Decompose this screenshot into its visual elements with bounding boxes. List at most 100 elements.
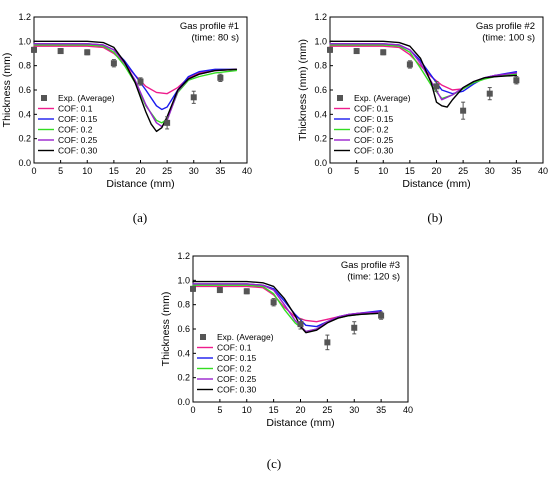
y-tick-label: 1.2 (177, 251, 190, 261)
x-tick-label: 10 (242, 405, 252, 415)
x-tick-label: 0 (327, 166, 332, 176)
y-tick-label: 1.0 (18, 36, 31, 46)
legend-marker-exp (41, 95, 47, 101)
exp-point (327, 46, 333, 53)
exp-point (190, 285, 196, 292)
y-tick-label: 0.6 (18, 85, 31, 95)
y-axis-label: Thickness (mm) (160, 292, 172, 367)
series-line-cof-4 (33, 40, 238, 133)
y-tick-label: 0.6 (177, 324, 190, 334)
legend-label-cof-0: COF: 0.1 (217, 343, 252, 353)
x-tick-label: 40 (403, 405, 413, 415)
legend-label-exp: Exp. (Average) (354, 93, 411, 103)
legend-label-exp: Exp. (Average) (58, 93, 115, 103)
x-tick-label: 40 (242, 166, 252, 176)
y-tick-label: 0.0 (177, 397, 190, 407)
exp-point (513, 77, 520, 84)
y-tick-label: 1.0 (177, 275, 190, 285)
legend-marker-exp (337, 95, 343, 101)
exp-point (433, 83, 440, 90)
y-tick-label: 0.6 (314, 85, 327, 95)
x-tick-label: 40 (538, 166, 548, 176)
x-tick-label: 15 (405, 166, 415, 176)
legend-label-cof-3: COF: 0.25 (58, 135, 97, 145)
exp-point (380, 49, 387, 56)
x-tick-label: 35 (376, 405, 386, 415)
x-tick-label: 25 (458, 166, 468, 176)
exp-point (137, 78, 144, 85)
x-tick-label: 0 (190, 405, 195, 415)
y-tick-label: 0.0 (18, 158, 31, 168)
exp-point (216, 287, 223, 294)
exp-point (378, 312, 385, 319)
exp-point (351, 324, 358, 331)
panel-b: 0 5 10 15 20 25 30 35 40 0.0 0.2 0.4 0.6 0.8 1.0 1.2 Dis… (297, 12, 548, 225)
x-tick-label: 20 (295, 405, 305, 415)
x-tick-label: 35 (215, 166, 225, 176)
legend-label-cof-3: COF: 0.25 (354, 135, 393, 145)
x-tick-label: 15 (109, 166, 119, 176)
x-tick-label: 35 (511, 166, 521, 176)
legend-label-cof-3: COF: 0.25 (217, 374, 256, 384)
x-tick-label: 5 (217, 405, 222, 415)
annotation-line: (time: 100 s) (482, 33, 535, 44)
y-tick-label: 1.0 (314, 36, 327, 46)
annotation-line: (time: 120 s) (347, 272, 400, 283)
exp-point (190, 94, 197, 101)
annotation-line: Gas profile #2 (476, 21, 535, 32)
legend-label-cof-4: COF: 0.30 (217, 385, 256, 395)
exp-point (243, 288, 250, 295)
y-tick-label: 0.2 (314, 134, 327, 144)
x-tick-label: 30 (189, 166, 199, 176)
exp-point (164, 119, 171, 126)
y-tick-label: 1.2 (314, 12, 327, 22)
legend-label-cof-1: COF: 0.15 (58, 114, 97, 124)
exp-point (270, 299, 277, 306)
x-tick-label: 20 (431, 166, 441, 176)
x-tick-label: 30 (485, 166, 495, 176)
panel-caption: (c) (267, 456, 281, 471)
legend-label-cof-2: COF: 0.2 (217, 364, 252, 374)
series-line-cof-4 (329, 40, 518, 108)
legend-label-cof-2: COF: 0.2 (58, 125, 93, 135)
exp-point (217, 74, 224, 81)
x-tick-label: 0 (31, 166, 36, 176)
annotation-line: (time: 80 s) (191, 33, 239, 44)
legend-label-cof-1: COF: 0.15 (354, 114, 393, 124)
x-axis-label: Distance (mm) (402, 178, 470, 190)
exp-point (353, 48, 360, 55)
y-tick-label: 0.8 (314, 61, 327, 71)
x-tick-label: 5 (354, 166, 359, 176)
y-tick-label: 0.2 (18, 134, 31, 144)
legend-label-cof-4: COF: 0.30 (58, 146, 97, 156)
legend-label-cof-4: COF: 0.30 (354, 146, 393, 156)
y-tick-label: 0.8 (18, 61, 31, 71)
x-tick-label: 20 (135, 166, 145, 176)
legend-label-cof-1: COF: 0.15 (217, 353, 256, 363)
exp-point (31, 46, 37, 53)
exp-point (460, 107, 467, 114)
exp-point (324, 339, 331, 346)
series-line-cof-0 (33, 45, 238, 95)
y-tick-label: 0.4 (177, 348, 190, 358)
y-tick-label: 0.4 (314, 109, 327, 119)
legend-label-exp: Exp. (Average) (217, 332, 274, 342)
exp-point (84, 49, 91, 56)
x-tick-label: 10 (378, 166, 388, 176)
exp-point (110, 60, 117, 67)
y-axis-label: Thickness (mm) (mm) (297, 39, 309, 141)
legend-label-cof-0: COF: 0.1 (58, 104, 93, 114)
x-axis-label: Distance (mm) (106, 178, 174, 190)
legend-marker-exp (200, 334, 206, 340)
y-tick-label: 0.0 (314, 158, 327, 168)
x-tick-label: 25 (162, 166, 172, 176)
exp-point (297, 321, 304, 328)
annotation-line: Gas profile #1 (180, 21, 239, 32)
annotation-line: Gas profile #3 (341, 260, 400, 271)
y-tick-label: 0.2 (177, 373, 190, 383)
x-tick-label: 10 (82, 166, 92, 176)
x-tick-label: 25 (322, 405, 332, 415)
x-tick-label: 5 (58, 166, 63, 176)
panel-c: 0 5 10 15 20 25 30 35 40 0.0 0.2 0.4 0.6 0.8 1.0 1.2 Dis… (160, 251, 413, 471)
